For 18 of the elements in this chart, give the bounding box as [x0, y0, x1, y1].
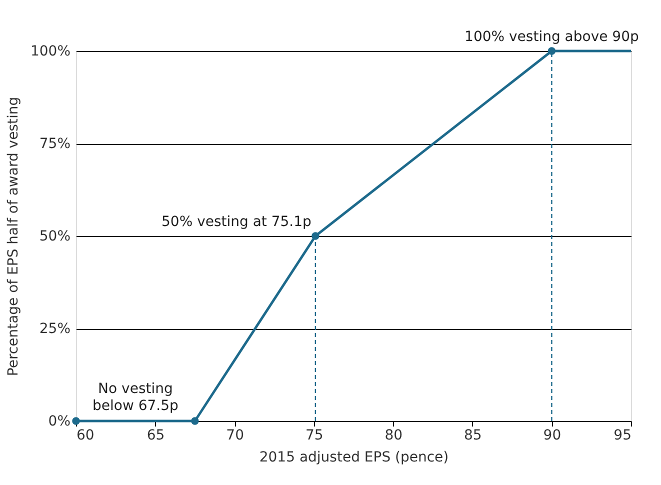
x-tick-label: 90	[543, 428, 562, 444]
y-tick-label: 50%	[39, 228, 70, 244]
x-tick-label: 65	[146, 428, 165, 444]
x-tick-label: 85	[464, 428, 482, 444]
y-tick-label: 25%	[39, 321, 70, 337]
x-tick-label: 75	[305, 428, 324, 444]
annotation: 100% vesting above 90p	[464, 29, 639, 45]
annotation: 50% vesting at 75.1p	[162, 214, 312, 230]
x-axis-title: 2015 adjusted EPS (pence)	[259, 450, 449, 466]
y-tick-label: 100%	[30, 44, 70, 60]
x-tick-label: 80	[384, 428, 403, 444]
x-tick-label: 70	[226, 428, 244, 444]
x-tick-label: 95	[614, 428, 632, 444]
annotation: No vesting below 67.5p	[92, 381, 179, 414]
y-tick-label: 0%	[48, 414, 70, 430]
y-axis-title: Percentage of EPS half of award vesting	[5, 96, 22, 376]
x-tick-label: 60	[76, 428, 94, 444]
y-tick-label: 75%	[39, 136, 70, 152]
